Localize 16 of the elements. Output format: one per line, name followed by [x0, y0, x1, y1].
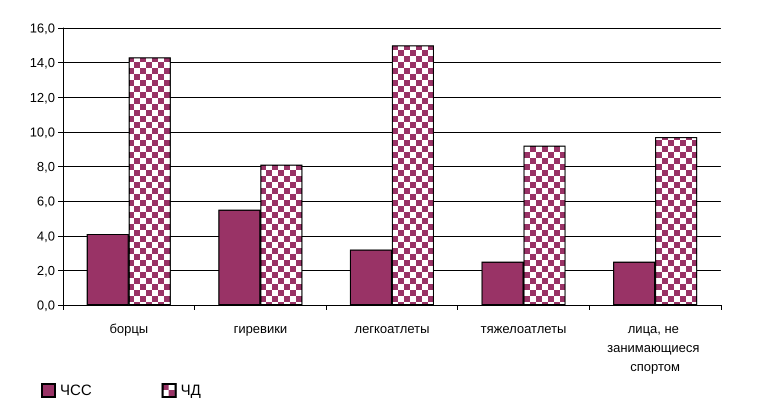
y-tick-label: 0,0	[36, 298, 55, 312]
x-tick-label: тяжелоатлеты	[480, 321, 566, 336]
x-tick-label: легкоатлеты	[354, 321, 430, 336]
x-tick-label: лица, не занимающиеся спортом	[607, 321, 704, 374]
y-tick-label: 16,0	[30, 20, 55, 36]
x-tick-label: борцы	[109, 321, 148, 336]
legend-label: ЧСС	[60, 382, 92, 399]
y-tick-label: 10,0	[30, 124, 55, 140]
y-tick-label: 6,0	[36, 194, 55, 209]
y-tick-label: 4,0	[36, 228, 55, 244]
y-tick-label: 8,0	[36, 159, 55, 174]
y-tick-label: 2,0	[36, 262, 55, 278]
legend-label: ЧД	[180, 382, 201, 399]
y-tick-label: 14,0	[30, 55, 55, 70]
x-tick-label: гиревики	[234, 321, 288, 336]
y-tick-label: 12,0	[30, 90, 55, 105]
